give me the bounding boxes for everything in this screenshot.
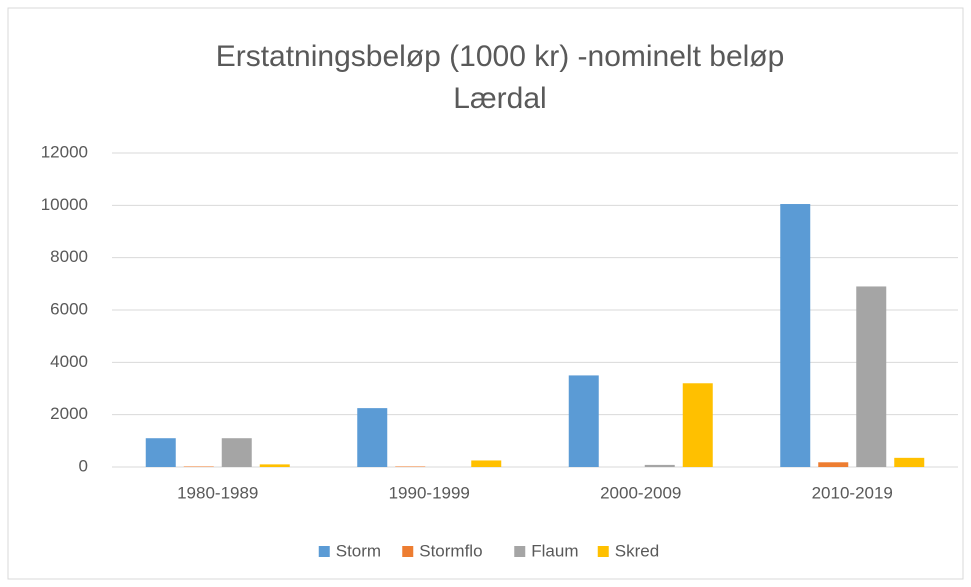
bar xyxy=(780,204,811,467)
bar xyxy=(395,466,426,467)
x-tick-label: 1980-1989 xyxy=(177,483,258,502)
legend-swatch xyxy=(597,546,609,557)
legend-label: Flaum xyxy=(531,541,578,560)
bar xyxy=(145,438,176,467)
bar xyxy=(259,464,290,467)
y-tick-label: 0 xyxy=(79,456,88,475)
x-tick-label: 2000-2009 xyxy=(600,483,681,502)
chart-title: Erstatningsbeløp (1000 kr) -nominelt bel… xyxy=(216,40,785,73)
bar xyxy=(682,383,713,467)
bar xyxy=(471,460,502,467)
bar xyxy=(568,375,599,467)
x-tick-label: 2010-2019 xyxy=(812,483,893,502)
y-tick-label: 12000 xyxy=(41,142,88,161)
bar xyxy=(357,408,388,467)
bar xyxy=(856,286,887,467)
y-tick-label: 8000 xyxy=(50,247,88,266)
y-tick-label: 4000 xyxy=(50,352,88,371)
bar xyxy=(818,462,849,467)
legend-swatch xyxy=(318,546,330,557)
bar xyxy=(221,438,252,467)
bar xyxy=(894,457,925,467)
legend-label: Stormflo xyxy=(419,541,482,560)
legend-label: Skred xyxy=(615,541,659,560)
legend-swatch xyxy=(514,546,526,557)
legend-swatch xyxy=(402,546,414,557)
x-tick-label: 1990-1999 xyxy=(389,483,470,502)
bar xyxy=(183,466,214,467)
y-tick-label: 2000 xyxy=(50,404,88,423)
y-tick-label: 6000 xyxy=(50,299,88,318)
bar xyxy=(644,464,675,467)
y-tick-label: 10000 xyxy=(41,195,88,214)
legend-label: Storm xyxy=(336,541,381,560)
chart-title: Lærdal xyxy=(453,82,546,115)
